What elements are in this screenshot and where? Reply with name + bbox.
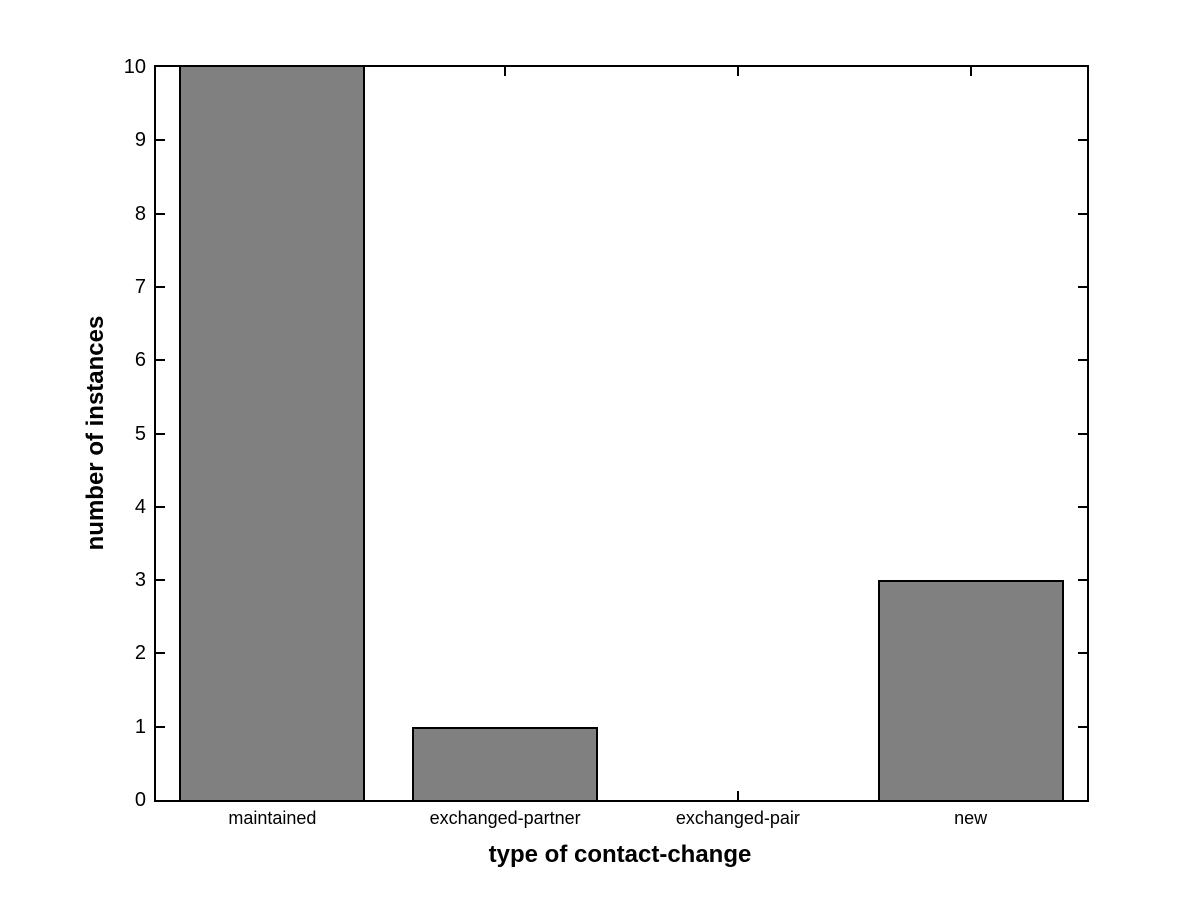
plot-area xyxy=(154,65,1089,802)
y-tick-label: 0 xyxy=(134,789,146,811)
y-tick-label: 3 xyxy=(134,569,146,592)
y-tick-mark xyxy=(1078,212,1087,215)
x-tick-label: new xyxy=(954,808,988,828)
y-tick-label: 2 xyxy=(134,642,146,665)
x-tick-label: exchanged-pair xyxy=(675,808,800,828)
y-tick-mark xyxy=(1078,359,1087,362)
y-tick-mark xyxy=(156,212,165,215)
y-tick-mark xyxy=(156,359,165,362)
y-tick-mark xyxy=(1078,285,1087,288)
bar-maintained xyxy=(179,67,366,800)
y-tick-label: 5 xyxy=(134,422,146,445)
y-tick-label: 4 xyxy=(134,495,146,518)
y-tick-mark xyxy=(1078,432,1087,435)
y-tick-label: 9 xyxy=(134,129,146,152)
y-tick-mark xyxy=(156,432,165,435)
y-tick-mark xyxy=(1078,139,1087,142)
y-tick-mark xyxy=(1078,579,1087,582)
x-tick-mark xyxy=(504,67,507,76)
x-tick-label: maintained xyxy=(228,808,317,828)
x-tick-mark xyxy=(736,67,739,76)
y-tick-mark xyxy=(156,285,165,288)
y-tick-mark xyxy=(1078,652,1087,655)
bar-new xyxy=(877,580,1064,800)
bar-exchanged-partner xyxy=(412,726,599,800)
y-tick-mark xyxy=(156,505,165,508)
x-axis-label: type of contact-change xyxy=(488,841,752,868)
y-tick-mark xyxy=(1078,725,1087,728)
y-tick-mark xyxy=(156,579,165,582)
y-tick-mark xyxy=(1078,505,1087,508)
y-tick-label: 8 xyxy=(134,202,146,225)
y-tick-mark xyxy=(156,725,165,728)
y-tick-label: 1 xyxy=(134,715,146,738)
x-tick-label: exchanged-partner xyxy=(429,808,581,828)
y-tick-mark xyxy=(156,139,165,142)
y-tick-label: 6 xyxy=(134,349,146,372)
y-tick-label: 10 xyxy=(123,56,146,78)
x-tick-mark xyxy=(969,67,972,76)
y-tick-mark xyxy=(156,652,165,655)
x-tick-mark xyxy=(736,791,739,800)
y-tick-label: 7 xyxy=(134,275,146,298)
